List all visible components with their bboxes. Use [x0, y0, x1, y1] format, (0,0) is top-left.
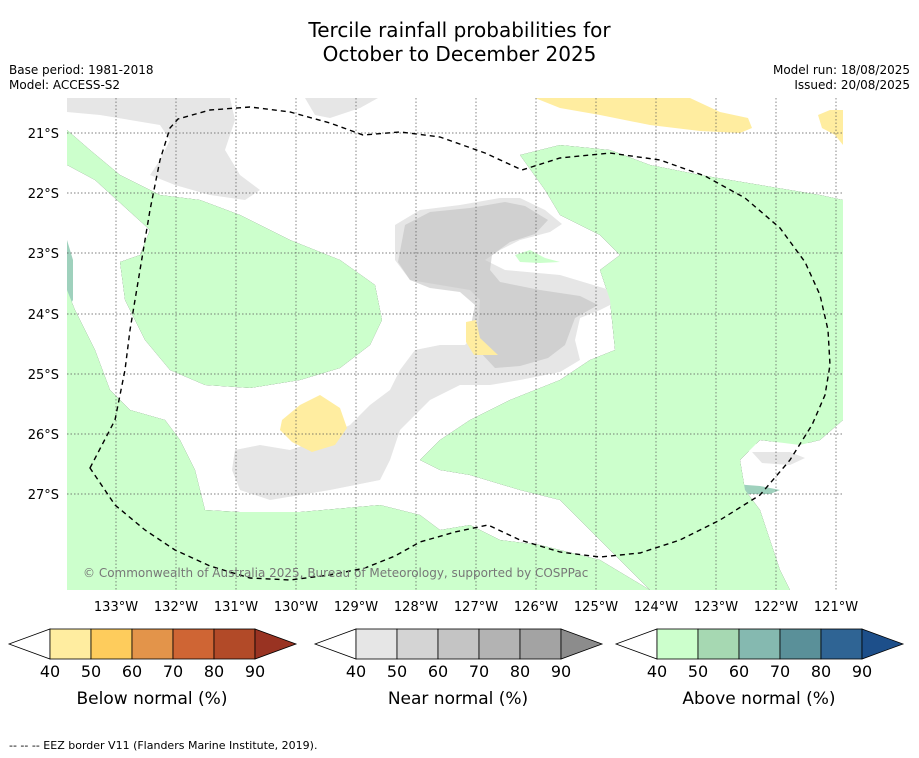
- legend-tick-label: 80: [811, 662, 831, 681]
- legend-swatch: [49, 628, 92, 660]
- longitude-labels: 133°W 132°W 131°W 130°W 129°W 128°W 127°W 126°W…: [94, 600, 858, 615]
- legend-swatch: [213, 628, 256, 660]
- lon-label: 121°W: [814, 600, 858, 615]
- model-name: Model: ACCESS-S2: [9, 78, 121, 92]
- title-line-1: Tercile rainfall probabilities for: [308, 18, 611, 42]
- legend-swatch: [131, 628, 174, 660]
- above-normal-60-edge-west: [67, 240, 73, 310]
- lon-label: 127°W: [454, 600, 498, 615]
- legends: 40 50 60 70 80 90 Below normal (%) 40 50 60 70 80 9…: [7, 628, 905, 709]
- legend-title: Above normal (%): [682, 689, 835, 709]
- legend-swatch: [697, 628, 740, 660]
- eez-border: [89, 106, 831, 581]
- legend-swatch: [437, 628, 480, 660]
- legend-tick-label: 40: [346, 662, 366, 681]
- gridlines: [67, 98, 843, 590]
- legend-swatch: [478, 628, 521, 660]
- legend-tick-label: 60: [428, 662, 448, 681]
- below-normal-region-northeast: [818, 110, 843, 145]
- lat-label: 24°S: [28, 308, 59, 323]
- legend-tick-label: 70: [770, 662, 790, 681]
- near-normal-region-north-2: [305, 98, 378, 118]
- below-normal-region-south: [280, 395, 347, 452]
- near-normal-region-north: [67, 98, 260, 200]
- near-normal-region-southeast: [752, 452, 805, 465]
- legend-min-arrow: [7, 628, 51, 660]
- near-normal-region-central: [232, 198, 620, 500]
- lon-label: 131°W: [214, 600, 258, 615]
- meta-left: Base period: 1981-2018 Model: ACCESS-S2: [9, 63, 154, 93]
- legend-swatch: [738, 628, 781, 660]
- legend-swatch: [396, 628, 439, 660]
- lon-label: 133°W: [94, 600, 138, 615]
- legend-tick-label: 50: [688, 662, 708, 681]
- meta-right: Model run: 18/08/2025 Issued: 20/08/2025: [773, 63, 910, 93]
- legend-title: Near normal (%): [388, 689, 528, 709]
- legend-swatch: [656, 628, 699, 660]
- latitude-labels: 21°S 22°S 23°S 24°S 25°S 26°S 27°S: [28, 127, 59, 503]
- lon-label: 122°W: [754, 600, 798, 615]
- legend-swatch: [779, 628, 822, 660]
- legend-tick-label: 50: [387, 662, 407, 681]
- legend-swatch: [820, 628, 863, 660]
- legend-title: Below normal (%): [77, 689, 228, 709]
- lon-label: 125°W: [574, 600, 618, 615]
- eez-footnote: -- -- -- EEZ border V11 (Flanders Marine…: [9, 739, 318, 752]
- lat-label: 25°S: [28, 368, 59, 383]
- legend-max-arrow: [560, 628, 604, 660]
- model-run: Model run: 18/08/2025: [772, 63, 910, 77]
- legend-below-normal: 40 50 60 70 80 90 Below normal (%): [7, 628, 298, 709]
- near-normal-50-region: [398, 202, 598, 368]
- legend-swatch: [355, 628, 398, 660]
- legend-tick-label: 40: [647, 662, 667, 681]
- lat-label: 22°S: [28, 187, 59, 202]
- legend-tick-label: 70: [163, 662, 183, 681]
- lon-label: 126°W: [514, 600, 558, 615]
- lon-label: 124°W: [634, 600, 678, 615]
- below-normal-region-north: [535, 98, 752, 133]
- issued-date: Issued: 20/08/2025: [794, 78, 910, 92]
- map-title: Tercile rainfall probabilities for Octob…: [0, 18, 919, 66]
- probability-map: 21°S22°S23°S24°S25°S26°S27°S 133°W 132°W 1…: [28, 98, 858, 615]
- legend-max-arrow: [254, 628, 298, 660]
- legend-tick-label: 60: [122, 662, 142, 681]
- lon-label: 130°W: [274, 600, 318, 615]
- lon-label: 129°W: [334, 600, 378, 615]
- lat-label: 27°S: [28, 488, 59, 503]
- legend-tick-label: 50: [81, 662, 101, 681]
- lon-label: 132°W: [154, 600, 198, 615]
- below-normal-region-central: [466, 320, 498, 355]
- lat-label: 26°S: [28, 428, 59, 443]
- base-period: Base period: 1981-2018: [9, 63, 154, 77]
- legend-tick-label: 90: [245, 662, 265, 681]
- lat-label: 21°S: [28, 127, 59, 142]
- legend-tick-label: 90: [551, 662, 571, 681]
- legend-tick-label: 80: [204, 662, 224, 681]
- legend-near-normal: 40 50 60 70 80 90 Near normal (%): [313, 628, 604, 709]
- legend-min-arrow: [313, 628, 357, 660]
- legend-max-arrow: [861, 628, 905, 660]
- legend-tick-label: 80: [510, 662, 530, 681]
- legend-above-normal: 40 50 60 70 80 90 Above normal (%): [614, 628, 905, 709]
- legend-swatch: [90, 628, 133, 660]
- legend-swatch: [519, 628, 562, 660]
- lon-label: 128°W: [394, 600, 438, 615]
- copyright-notice: © Commonwealth of Australia 2025, Bureau…: [83, 566, 588, 580]
- legend-min-arrow: [614, 628, 658, 660]
- lat-label: 23°S: [28, 247, 59, 262]
- title-line-2: October to December 2025: [322, 42, 597, 66]
- legend-tick-label: 60: [729, 662, 749, 681]
- lon-label: 123°W: [694, 600, 738, 615]
- legend-tick-label: 90: [852, 662, 872, 681]
- legend-tick-label: 70: [469, 662, 489, 681]
- legend-tick-label: 40: [40, 662, 60, 681]
- legend-swatch: [172, 628, 215, 660]
